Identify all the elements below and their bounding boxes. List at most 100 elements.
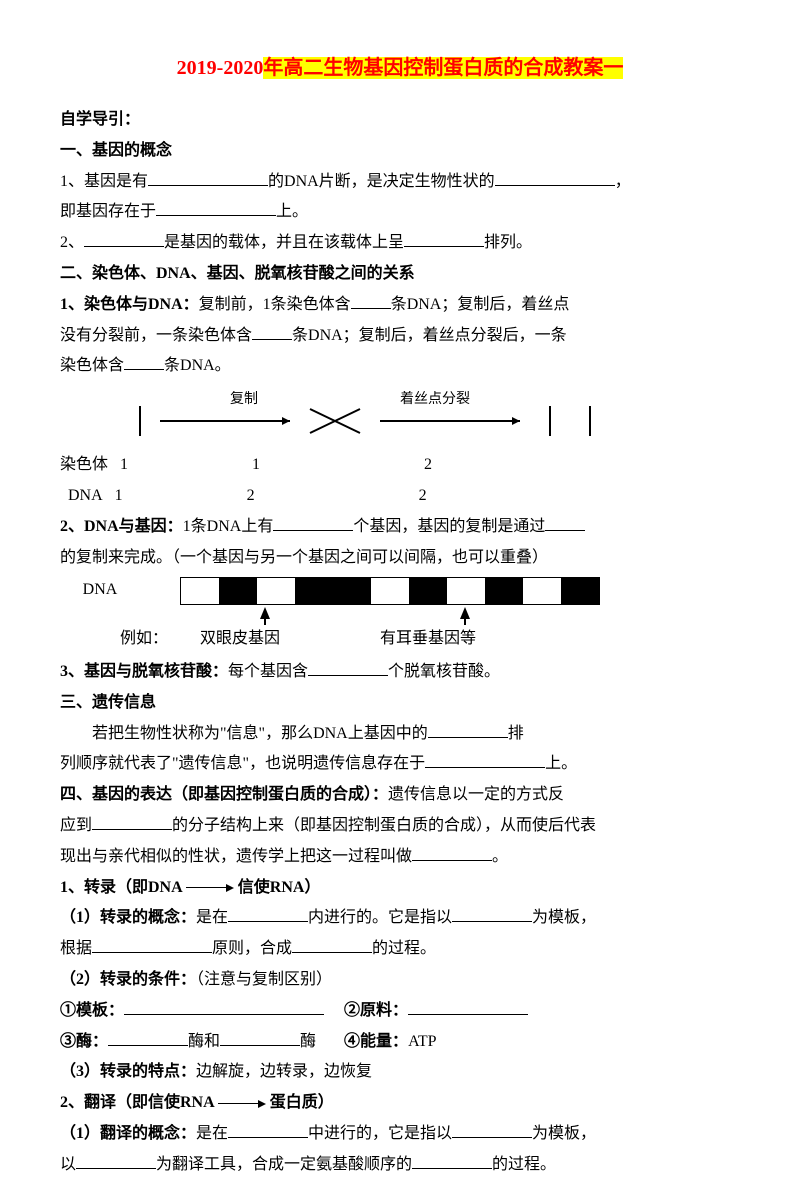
diag-label-copy: 复制 — [230, 391, 258, 407]
text: （1）转录的概念： — [60, 909, 196, 926]
text: 复制前，1条染色体含 — [199, 296, 351, 313]
s3-line2: 列顺序就代表了"遗传信息"，也说明遗传信息存在于上。 — [60, 750, 740, 779]
text: 原则，合成 — [212, 940, 292, 957]
text: （注意与复制区别） — [196, 971, 332, 988]
blank — [425, 752, 545, 768]
blank — [351, 293, 391, 309]
s4-line2: 现出与亲代相似的性状，遗传学上把这一过程叫做。 — [60, 843, 740, 872]
dna-diagram: DNA 例如： 双眼皮基因 有耳垂基因等 — [60, 576, 740, 654]
text: 排 — [508, 725, 524, 742]
blank — [220, 1030, 300, 1046]
text: 每个基因含 — [228, 663, 308, 680]
s4-t1-c12: ①模板： ②原料： — [60, 997, 740, 1026]
text: ATP — [408, 1033, 436, 1050]
blank — [428, 722, 508, 738]
chromosome-diagram: 复制 着丝点分裂 — [100, 391, 700, 441]
text: 2、 — [60, 234, 84, 251]
text: 2 — [419, 487, 427, 504]
s1-line3: 2、是基因的载体，并且在该载体上呈排列。 — [60, 229, 740, 258]
text: 条DNA。 — [164, 357, 231, 374]
blank — [404, 231, 484, 247]
blank — [124, 999, 324, 1015]
text: ①模板： — [60, 1002, 124, 1019]
s4-line1: 应到的分子结构上来（即基因控制蛋白质的合成），从而使后代表 — [60, 812, 740, 841]
text: 。 — [492, 848, 508, 865]
text: 四、基因的表达（即基因控制蛋白质的合成）： — [60, 786, 388, 803]
diagram-row1: 染色体 1 1 2 — [60, 451, 740, 480]
text: DNA — [68, 487, 103, 504]
title-main: 年高二生物基因控制蛋白质的合成教案一 — [263, 57, 623, 79]
text: ③酶： — [60, 1033, 108, 1050]
text: 1 — [115, 487, 123, 504]
text: 2、翻译（即信使RNA — [60, 1094, 214, 1111]
section3-heading: 三、遗传信息 — [60, 689, 740, 718]
blank — [308, 660, 388, 676]
s4-t1-concept: （1）转录的概念：是在内进行的。它是指以为模板， — [60, 904, 740, 933]
text: 是在 — [196, 1125, 228, 1142]
page-title: 2019-2020年高二生物基因控制蛋白质的合成教案一 — [60, 50, 740, 86]
text: 条DNA；复制后，着丝点分裂后，一条 — [292, 327, 567, 344]
blank — [495, 170, 615, 186]
section2-heading: 二、染色体、DNA、基因、脱氧核苷酸之间的关系 — [60, 260, 740, 289]
arrow-right-icon — [186, 874, 234, 903]
text: 中进行的，它是指以 — [308, 1125, 452, 1142]
text: 的过程。 — [372, 940, 436, 957]
s2-dna-gene: 2、DNA与基因：1条DNA上有个基因，基因的复制是通过 — [60, 513, 740, 542]
text: ④能量： — [344, 1033, 408, 1050]
text: 个脱氧核苷酸。 — [388, 663, 500, 680]
gene-arrows — [180, 605, 600, 625]
blank — [92, 937, 212, 953]
section1-heading: 一、基因的概念 — [60, 137, 740, 166]
text: 边解旋，边转录，边恢复 — [196, 1063, 372, 1080]
text: 即基因存在于 — [60, 203, 156, 220]
blank — [408, 999, 528, 1015]
blank — [452, 906, 532, 922]
s4-transcription: 1、转录（即DNA 信使RNA） — [60, 874, 740, 903]
s4-translation: 2、翻译（即信使RNA 蛋白质） — [60, 1089, 740, 1118]
text: 蛋白质） — [270, 1094, 334, 1111]
text: 1 — [252, 456, 260, 473]
text: 应到 — [60, 817, 92, 834]
text: 内进行的。它是指以 — [308, 909, 452, 926]
s4-t1-c34: ③酶： 酶和 酶 ④能量：ATP — [60, 1028, 740, 1057]
text: ， — [615, 173, 631, 190]
intro-heading: 自学导引： — [60, 106, 740, 135]
text: 若把生物性状称为"信息"，那么DNA上基因中的 — [92, 725, 428, 742]
s4-t1-concept2: 根据 原则，合成 的过程。 — [60, 935, 740, 964]
text: 染色体 — [60, 456, 108, 473]
s3-line1: 若把生物性状称为"信息"，那么DNA上基因中的 排 — [60, 720, 740, 749]
text: 酶 — [300, 1033, 316, 1050]
s4-t1-feature: （3）转录的特点：边解旋，边转录，边恢复 — [60, 1058, 740, 1087]
text: 1、染色体与DNA： — [60, 296, 199, 313]
s2-line2: 没有分裂前，一条染色体含 条DNA；复制后，着丝点分裂后，一条 — [60, 322, 740, 351]
s2-line1: 1、染色体与DNA：复制前，1条染色体含 条DNA；复制后，着丝点 — [60, 291, 740, 320]
blank — [84, 231, 164, 247]
dna-bar — [180, 577, 600, 605]
blank — [92, 814, 172, 830]
text: 没有分裂前，一条染色体含 — [60, 327, 252, 344]
text: 有耳垂基因等 — [380, 625, 476, 654]
text: 1条DNA上有 — [183, 518, 274, 535]
text: 根据 — [60, 940, 92, 957]
blank — [228, 1122, 308, 1138]
text: 的DNA片断，是决定生物性状的 — [268, 173, 495, 190]
text: （1）翻译的概念： — [60, 1125, 196, 1142]
text: ②原料： — [344, 1002, 408, 1019]
text: 个基因，基因的复制是通过 — [353, 518, 545, 535]
s1-line1: 1、基因是有的DNA片断，是决定生物性状的， — [60, 168, 740, 197]
blank — [228, 906, 308, 922]
s2-gene-nucleotide: 3、基因与脱氧核苷酸：每个基因含个脱氧核苷酸。 — [60, 658, 740, 687]
text: 2 — [424, 456, 432, 473]
text: 为翻译工具，合成一定氨基酸顺序的 — [156, 1156, 412, 1173]
text: 例如： — [120, 625, 200, 654]
text: 染色体含 — [60, 357, 124, 374]
s2-line3: 染色体含 条DNA。 — [60, 352, 740, 381]
blank — [273, 515, 353, 531]
text: 条DNA；复制后，着丝点 — [391, 296, 570, 313]
text: 双眼皮基因 — [200, 625, 380, 654]
text: 信使RNA） — [238, 879, 321, 896]
text: 的过程。 — [492, 1156, 556, 1173]
text: 酶和 — [188, 1033, 220, 1050]
gene-labels: 例如： 双眼皮基因 有耳垂基因等 — [120, 625, 740, 654]
blank — [76, 1153, 156, 1169]
